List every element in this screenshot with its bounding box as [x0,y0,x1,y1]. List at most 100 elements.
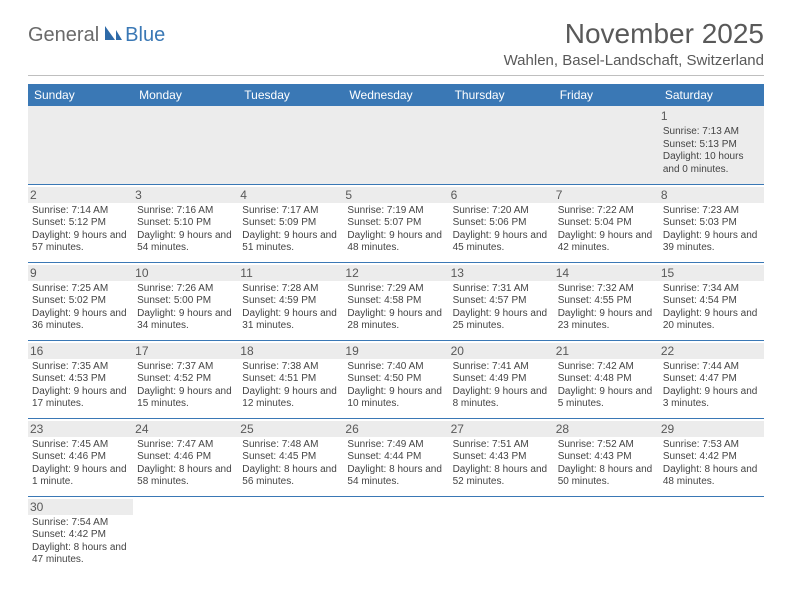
day-number: 22 [659,343,764,359]
day-cell: 23 Sunrise: 7:45 AMSunset: 4:46 PMDayligh… [28,418,133,496]
day-number: 30 [28,499,133,515]
day-detail: Sunrise: 7:20 AMSunset: 5:06 PMDaylight:… [453,205,550,255]
day-detail: Sunrise: 7:32 AMSunset: 4:55 PMDaylight:… [558,283,655,333]
day-cell: 16 Sunrise: 7:35 AMSunset: 4:53 PMDayligh… [28,340,133,418]
day-number: 2 [28,187,133,203]
logo: General Blue [28,24,165,47]
title-block: November 2025 Wahlen, Basel-Landschaft, … [504,18,764,69]
empty-cell [343,496,448,574]
weekday-header: Friday [554,84,659,106]
day-detail: Sunrise: 7:45 AMSunset: 4:46 PMDaylight:… [32,439,129,489]
logo-text-general: General [28,24,99,47]
day-detail: Sunrise: 7:16 AMSunset: 5:10 PMDaylight:… [137,205,234,255]
day-detail: Sunrise: 7:49 AMSunset: 4:44 PMDaylight:… [347,439,444,489]
day-cell: 6 Sunrise: 7:20 AMSunset: 5:06 PMDaylight… [449,184,554,262]
day-detail: Sunrise: 7:40 AMSunset: 4:50 PMDaylight:… [347,361,444,411]
day-cell: 2 Sunrise: 7:14 AMSunset: 5:12 PMDaylight… [28,184,133,262]
calendar-row: 16 Sunrise: 7:35 AMSunset: 4:53 PMDayligh… [28,340,764,418]
weekday-header-row: SundayMondayTuesdayWednesdayThursdayFrid… [28,84,764,106]
location: Wahlen, Basel-Landschaft, Switzerland [504,52,764,69]
day-detail: Sunrise: 7:25 AMSunset: 5:02 PMDaylight:… [32,283,129,333]
month-title: November 2025 [504,18,764,50]
empty-cell [133,106,238,184]
day-number: 23 [28,421,133,437]
empty-cell [449,496,554,574]
day-detail: Sunrise: 7:35 AMSunset: 4:53 PMDaylight:… [32,361,129,411]
day-detail: Sunrise: 7:52 AMSunset: 4:43 PMDaylight:… [558,439,655,489]
weekday-header: Tuesday [238,84,343,106]
day-detail: Sunrise: 7:14 AMSunset: 5:12 PMDaylight:… [32,205,129,255]
day-detail: Sunrise: 7:41 AMSunset: 4:49 PMDaylight:… [453,361,550,411]
empty-cell [28,106,133,184]
day-detail: Sunrise: 7:22 AMSunset: 5:04 PMDaylight:… [558,205,655,255]
sail-icon [103,24,123,47]
day-detail: Sunrise: 7:47 AMSunset: 4:46 PMDaylight:… [137,439,234,489]
day-cell: 5Sunrise: 7:19 AMSunset: 5:07 PMDaylight… [343,184,448,262]
day-number: 19 [343,343,448,359]
day-cell: 22 Sunrise: 7:44 AMSunset: 4:47 PMDayligh… [659,340,764,418]
day-number: 6 [449,187,554,203]
day-detail: Sunrise: 7:29 AMSunset: 4:58 PMDaylight:… [347,283,444,333]
day-number: 10 [133,265,238,281]
day-number: 15 [659,265,764,281]
day-cell: 18 Sunrise: 7:38 AMSunset: 4:51 PMDayligh… [238,340,343,418]
empty-cell [554,106,659,184]
calendar-row: 9 Sunrise: 7:25 AMSunset: 5:02 PMDaylight… [28,262,764,340]
day-detail: Sunrise: 7:53 AMSunset: 4:42 PMDaylight:… [663,439,760,489]
day-cell: 10 Sunrise: 7:26 AMSunset: 5:00 PMDayligh… [133,262,238,340]
day-detail: Sunrise: 7:37 AMSunset: 4:52 PMDaylight:… [137,361,234,411]
day-cell: 9 Sunrise: 7:25 AMSunset: 5:02 PMDaylight… [28,262,133,340]
day-cell: 21Sunrise: 7:42 AMSunset: 4:48 PMDayligh… [554,340,659,418]
day-number: 26 [343,421,448,437]
day-cell: 19 Sunrise: 7:40 AMSunset: 4:50 PMDayligh… [343,340,448,418]
day-cell: 7 Sunrise: 7:22 AMSunset: 5:04 PMDaylight… [554,184,659,262]
day-number: 28 [554,421,659,437]
day-detail: Sunrise: 7:28 AMSunset: 4:59 PMDaylight:… [242,283,339,333]
day-number: 3 [133,187,238,203]
day-number: 9 [28,265,133,281]
day-cell: 27 Sunrise: 7:51 AMSunset: 4:43 PMDayligh… [449,418,554,496]
day-detail: Sunrise: 7:48 AMSunset: 4:45 PMDaylight:… [242,439,339,489]
day-detail: Sunrise: 7:26 AMSunset: 5:00 PMDaylight:… [137,283,234,333]
day-cell: 29 Sunrise: 7:53 AMSunset: 4:42 PMDayligh… [659,418,764,496]
day-detail: Sunrise: 7:19 AMSunset: 5:07 PMDaylight:… [347,205,444,255]
day-detail: Sunrise: 7:44 AMSunset: 4:47 PMDaylight:… [663,361,760,411]
day-cell: 25Sunrise: 7:48 AMSunset: 4:45 PMDayligh… [238,418,343,496]
day-number: 18 [238,343,343,359]
day-cell: 11 Sunrise: 7:28 AMSunset: 4:59 PMDayligh… [238,262,343,340]
weekday-header: Wednesday [343,84,448,106]
weekday-header: Sunday [28,84,133,106]
day-number: 7 [554,187,659,203]
day-number: 27 [449,421,554,437]
day-number: 12 [343,265,448,281]
weekday-header: Saturday [659,84,764,106]
day-number: 1 [659,108,764,124]
logo-text-blue: Blue [125,24,165,47]
day-number: 14 [554,265,659,281]
day-detail: Sunrise: 7:34 AMSunset: 4:54 PMDaylight:… [663,283,760,333]
header-rule [28,75,764,76]
day-number: 8 [659,187,764,203]
day-cell: 1Sunrise: 7:13 AMSunset: 5:13 PMDaylight… [659,106,764,184]
calendar-row: 30 Sunrise: 7:54 AMSunset: 4:42 PMDayligh… [28,496,764,574]
weekday-header: Monday [133,84,238,106]
empty-cell [449,106,554,184]
day-cell: 4Sunrise: 7:17 AMSunset: 5:09 PMDaylight… [238,184,343,262]
day-number: 16 [28,343,133,359]
header: General Blue November 2025 Wahlen, Basel… [28,18,764,69]
calendar-row: 2 Sunrise: 7:14 AMSunset: 5:12 PMDaylight… [28,184,764,262]
day-number: 29 [659,421,764,437]
day-number: 4 [238,187,343,203]
day-number: 13 [449,265,554,281]
calendar-row: 23 Sunrise: 7:45 AMSunset: 4:46 PMDayligh… [28,418,764,496]
day-number: 24 [133,421,238,437]
day-detail: Sunrise: 7:42 AMSunset: 4:48 PMDaylight:… [558,361,655,411]
day-cell: 20 Sunrise: 7:41 AMSunset: 4:49 PMDayligh… [449,340,554,418]
day-detail: Sunrise: 7:38 AMSunset: 4:51 PMDaylight:… [242,361,339,411]
day-number: 20 [449,343,554,359]
day-cell: 15 Sunrise: 7:34 AMSunset: 4:54 PMDayligh… [659,262,764,340]
day-number: 11 [238,265,343,281]
day-detail: Sunrise: 7:51 AMSunset: 4:43 PMDaylight:… [453,439,550,489]
empty-cell [238,496,343,574]
day-detail: Sunrise: 7:54 AMSunset: 4:42 PMDaylight:… [32,517,129,567]
